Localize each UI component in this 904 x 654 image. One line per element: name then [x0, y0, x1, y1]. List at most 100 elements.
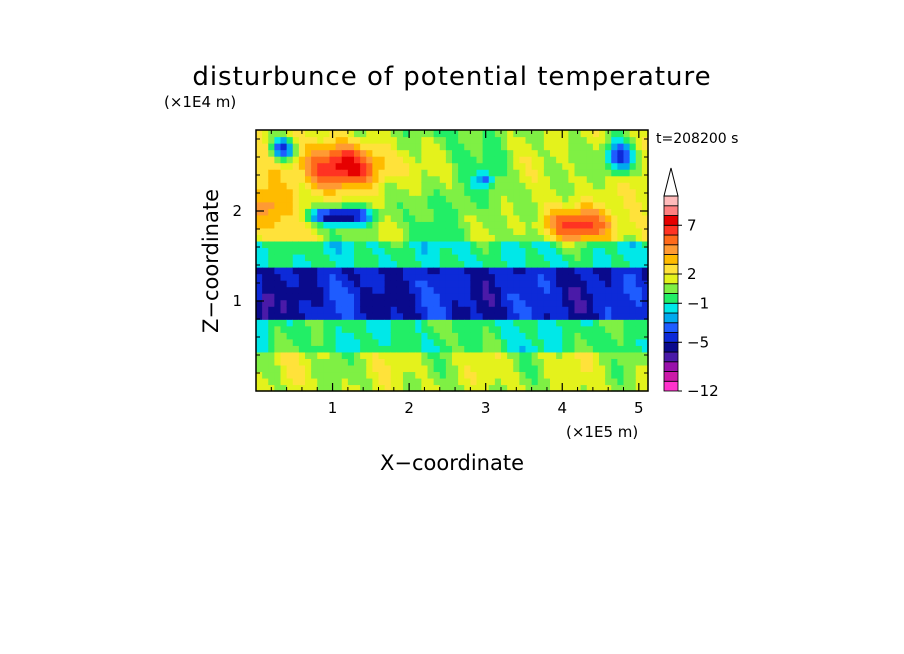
contour-cell: [280, 260, 288, 268]
contour-cell: [274, 169, 282, 177]
contour-cell: [568, 247, 576, 255]
contour-cell: [427, 221, 435, 229]
contour-cell: [439, 227, 447, 235]
contour-cell: [543, 240, 551, 249]
contour-cell: [599, 364, 606, 373]
contour-cell: [525, 345, 533, 353]
contour-cell: [409, 221, 416, 229]
contour-cell: [452, 214, 459, 222]
contour-cell: [372, 247, 380, 255]
contour-cell: [262, 130, 269, 138]
contour-cell: [482, 371, 490, 379]
contour-cell: [311, 156, 318, 164]
contour-cell: [335, 286, 343, 294]
contour-cell: [617, 273, 625, 281]
contour-cell: [360, 234, 367, 242]
contour-cell: [292, 384, 300, 392]
contour-cell: [458, 234, 465, 242]
contour-cell: [574, 214, 582, 222]
contour-cell: [586, 182, 594, 190]
contour-cell: [513, 156, 520, 164]
contour-cell: [543, 377, 551, 386]
contour-cell: [280, 182, 288, 190]
contour-cell: [464, 169, 471, 177]
contour-cell: [323, 260, 331, 268]
contour-cell: [445, 280, 453, 288]
contour-cell: [317, 319, 324, 327]
contour-cell: [568, 240, 576, 249]
contour-cell: [488, 156, 496, 164]
contour-cell: [378, 377, 386, 386]
contour-cell: [335, 306, 343, 314]
contour-cell: [445, 332, 453, 340]
contour-cell: [409, 338, 416, 346]
contour-cell: [470, 325, 478, 333]
contour-cell: [562, 364, 569, 373]
contour-cell: [305, 162, 312, 170]
contour-cell: [354, 377, 361, 386]
contour-cell: [488, 319, 496, 327]
contour-cell: [556, 319, 563, 327]
contour-cell: [501, 195, 508, 203]
contour-cell: [378, 332, 386, 340]
contour-cell: [501, 188, 508, 196]
contour-cell: [476, 169, 484, 177]
contour-cell: [305, 377, 312, 386]
contour-cell: [298, 286, 306, 294]
contour-cell: [550, 299, 557, 307]
contour-cell: [543, 312, 551, 320]
contour-cell: [641, 371, 649, 379]
contour-cell: [335, 267, 343, 275]
contour-cell: [274, 188, 282, 196]
contour-cell: [335, 273, 343, 281]
contour-cell: [580, 351, 588, 359]
contour-cell: [599, 253, 606, 262]
contour-cell: [292, 136, 300, 144]
contour-cell: [390, 273, 398, 281]
contour-cell: [611, 214, 618, 222]
contour-cell: [507, 325, 514, 333]
contour-cell: [494, 312, 502, 320]
contour-cell: [311, 325, 318, 333]
contour-cell: [550, 267, 557, 275]
contour-cell: [378, 306, 386, 314]
contour-cell: [262, 221, 269, 229]
contour-cell: [476, 299, 484, 307]
contour-cell: [347, 377, 355, 386]
contour-cell: [268, 247, 275, 255]
contour-cell: [341, 136, 349, 144]
contour-cell: [629, 162, 637, 170]
contour-cell: [537, 130, 545, 138]
contour-cell: [274, 156, 282, 164]
contour-cell: [629, 208, 637, 216]
contour-cell: [311, 377, 318, 386]
contour-cell: [488, 267, 496, 275]
contour-cell: [372, 364, 380, 373]
contour-cell: [592, 260, 600, 268]
contour-cell: [323, 306, 331, 314]
contour-cell: [574, 306, 582, 314]
contour-cell: [501, 162, 508, 170]
contour-cell: [488, 136, 496, 144]
contour-cell: [354, 162, 361, 170]
contour-cell: [347, 253, 355, 262]
contour-cell: [384, 149, 392, 157]
colorbar-swatch: [663, 263, 679, 275]
contour-cell: [256, 280, 263, 288]
contour-cell: [372, 351, 380, 359]
contour-cell: [292, 319, 300, 327]
contour-cell: [501, 182, 508, 190]
contour-cell: [403, 338, 410, 346]
contour-cell: [629, 169, 637, 177]
contour-cell: [347, 162, 355, 170]
contour-cell: [470, 338, 478, 346]
contour-cell: [580, 312, 588, 320]
contour-cell: [452, 240, 459, 249]
contour-cell: [403, 214, 410, 222]
contour-cell: [403, 208, 410, 216]
contour-cell: [433, 260, 441, 268]
contour-cell: [409, 332, 416, 340]
contour-cell: [550, 325, 557, 333]
contour-cell: [556, 371, 563, 379]
contour-cell: [403, 358, 410, 366]
